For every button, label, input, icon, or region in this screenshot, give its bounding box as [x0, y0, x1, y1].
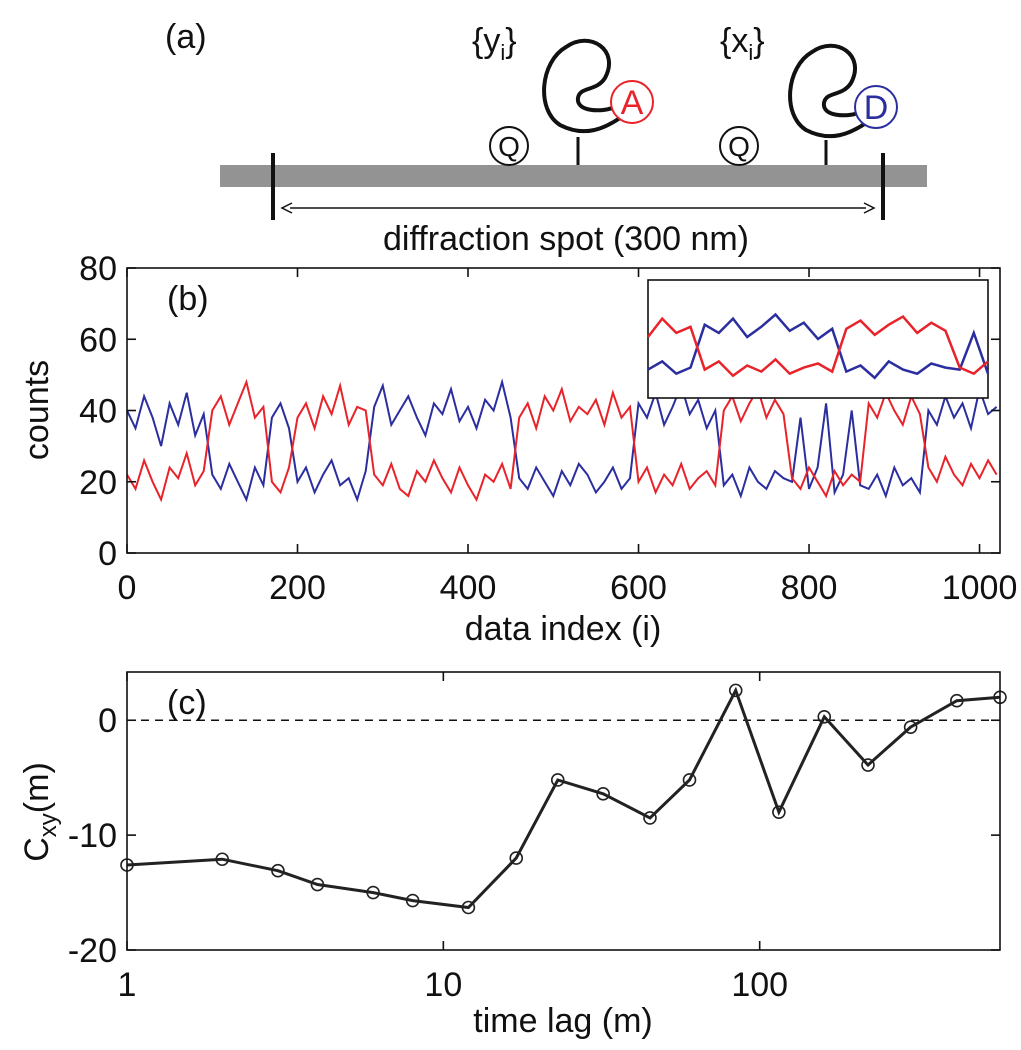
plot-frame: [126, 671, 1001, 951]
arrow-heads: [280, 202, 876, 214]
donor-circle: [854, 85, 898, 129]
text: {y: [472, 22, 500, 60]
quencher-circle: [489, 126, 529, 166]
marker: [310, 877, 325, 892]
text: }: [753, 22, 764, 60]
series-line: [126, 686, 1001, 910]
x-set-label: {xi}: [720, 22, 765, 65]
acceptor-circle: [610, 80, 654, 124]
x-axis-label: time lag (m): [473, 1002, 652, 1040]
marker: [550, 773, 565, 787]
x-axis-label: data index (i): [465, 610, 662, 648]
y-axis-label: Cxy(m): [18, 762, 62, 862]
acceptor-label: A: [621, 84, 644, 122]
y-axis-label: counts: [18, 360, 56, 460]
y-tick-label: 0: [98, 702, 117, 740]
marker: [728, 683, 743, 698]
marker: [950, 693, 964, 708]
marker: [643, 811, 657, 825]
text: {x: [720, 22, 748, 60]
inset-line: [647, 315, 989, 378]
inset-line: [647, 312, 990, 380]
marker: [271, 863, 285, 878]
text: (m): [18, 762, 56, 813]
x-tick-label: 400: [440, 569, 497, 607]
marker: [772, 805, 786, 819]
spot-label: diffraction spot (300 nm): [383, 220, 749, 258]
panel-label: (c): [167, 684, 207, 722]
y-tick-label: 40: [79, 393, 117, 431]
y-tick-label: 20: [79, 464, 117, 502]
y-tick-label: -10: [68, 817, 117, 855]
y-tick-label: 60: [79, 321, 117, 359]
marker: [405, 893, 420, 908]
marker: [861, 758, 875, 772]
y-tick-label: 0: [98, 535, 117, 573]
marker: [682, 773, 697, 787]
panel-label: (b): [167, 280, 209, 318]
quencher-label: Q: [498, 131, 520, 162]
x-tick-label: 1: [118, 966, 137, 1004]
text: }: [505, 22, 516, 60]
protein: [542, 38, 623, 134]
x-tick-label: 600: [610, 569, 667, 607]
series-line: [126, 378, 998, 503]
x-tick-label: 800: [781, 569, 838, 607]
x-tick-label: 0: [118, 569, 137, 607]
x-tick-label: 1000: [942, 569, 1018, 607]
text: i: [500, 40, 505, 65]
y-tick-label: 80: [79, 250, 117, 288]
marker: [596, 786, 610, 801]
protein: [788, 43, 869, 139]
x-tick-label: 10: [424, 966, 462, 1004]
surface: [220, 165, 927, 187]
donor-label: D: [864, 89, 889, 127]
panel-label: (a): [165, 18, 207, 56]
text: xy: [35, 813, 62, 837]
marker: [903, 720, 918, 734]
marker: [509, 851, 524, 865]
quencher-circle: [719, 126, 759, 166]
marker: [461, 900, 476, 915]
quencher-label: Q: [728, 131, 750, 162]
series-line: [126, 378, 998, 503]
text: i: [748, 40, 753, 65]
marker: [366, 885, 380, 900]
x-tick-label: 200: [269, 569, 326, 607]
y-tick-label: -20: [68, 932, 117, 970]
marker: [215, 852, 230, 867]
marker: [817, 710, 832, 724]
y-set-label: {yi}: [472, 22, 517, 65]
x-tick-label: 100: [731, 966, 788, 1004]
text: C: [18, 837, 56, 862]
